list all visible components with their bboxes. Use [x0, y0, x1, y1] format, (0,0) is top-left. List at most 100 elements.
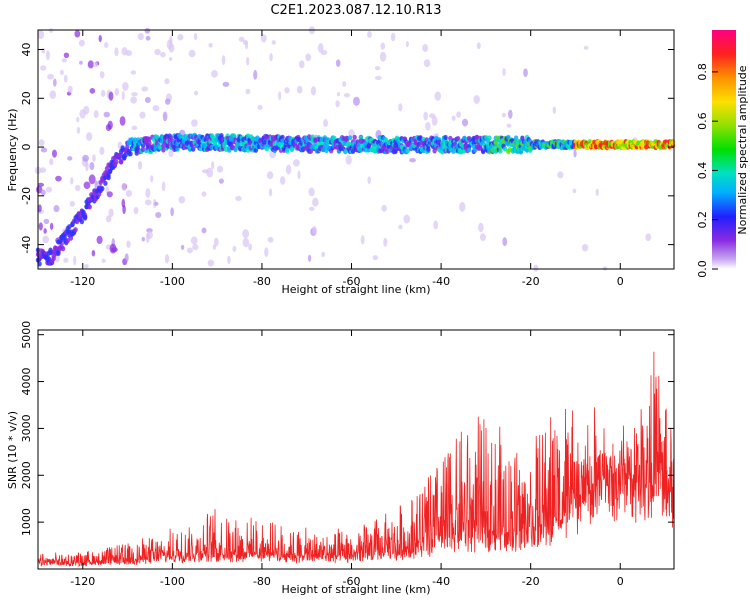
- spectrogram-blob: [347, 135, 353, 141]
- spectrogram-blob: [461, 118, 469, 127]
- spectrogram-blob: [144, 199, 152, 206]
- spectrogram-blob: [372, 255, 379, 261]
- spectrogram-blob: [130, 70, 137, 75]
- spectrogram-blob: [133, 207, 139, 214]
- spectrogram-blob: [583, 45, 589, 50]
- spectrogram-blob: [242, 237, 250, 248]
- spectrogram-blob: [130, 96, 137, 104]
- spectrogram-blob: [268, 188, 273, 197]
- spectrogram-blob: [55, 175, 62, 182]
- spectrogram-blob: [285, 164, 292, 175]
- spectrogram-blob: [409, 157, 416, 163]
- spectrogram-blob: [74, 30, 81, 38]
- colorbar-tick-label: 0.4: [696, 162, 709, 180]
- x-tick-label: 0: [617, 275, 624, 288]
- spectrogram-blob: [49, 222, 54, 230]
- spectrogram-blob: [478, 222, 484, 233]
- spectrogram-blob: [253, 69, 258, 80]
- x-tick-label: -80: [253, 275, 271, 288]
- spectrogram-blob: [164, 78, 170, 85]
- spectrogram-blob: [74, 184, 81, 192]
- spectrogram-blob: [137, 32, 144, 41]
- spectrogram-blob: [37, 30, 45, 39]
- spectrogram-blob: [310, 86, 316, 96]
- y-tick-label: -40: [20, 236, 33, 254]
- spectrogram-blob: [166, 39, 173, 50]
- spectrogram-blob: [257, 105, 263, 110]
- x-tick-label: -20: [522, 275, 540, 288]
- colorbar: 0.0 0.2 0.4 0.6 0.8 Normalized spectral ampl…: [696, 30, 749, 278]
- spectrogram-blob: [145, 35, 151, 41]
- spectrogram-blob: [106, 191, 113, 198]
- spectrogram-blob: [60, 246, 66, 252]
- spectrogram-blob: [38, 139, 45, 147]
- spectrogram-blob: [141, 237, 145, 242]
- colorbar-tick-label: 0.2: [696, 211, 709, 229]
- spectrogram-blob: [42, 235, 49, 244]
- spectrogram-blob: [367, 176, 371, 184]
- spectrogram-blob: [103, 180, 108, 186]
- spectrogram-blobs: [34, 26, 676, 272]
- spectrogram-blob: [49, 158, 54, 166]
- spectrogram-blob: [360, 235, 365, 245]
- spectrogram-blob: [193, 32, 198, 41]
- spectrogram-blob: [124, 253, 129, 263]
- spectrogram-blob: [40, 167, 47, 173]
- spectrogram-blob: [572, 188, 577, 194]
- spectrogram-blob: [159, 51, 166, 58]
- snr-series-line: [37, 351, 675, 568]
- spectrogram-blob: [523, 68, 528, 77]
- spectrogram-blob: [335, 59, 341, 67]
- spectrogram-blob: [244, 41, 249, 50]
- spectrogram-x-label: Height of straight line (km): [281, 283, 430, 296]
- spectrogram-blob: [45, 186, 53, 193]
- spectrogram-blob: [119, 116, 126, 126]
- spectrogram-blob: [168, 149, 174, 158]
- y-tick-label: 1000: [20, 508, 33, 536]
- spectrogram-blob: [49, 28, 53, 33]
- x-tick-label: 0: [617, 575, 624, 588]
- x-tick-label: -120: [70, 275, 95, 288]
- spectrogram-blob: [78, 39, 85, 47]
- spectrogram-blob: [307, 254, 312, 262]
- spectrogram-blob: [56, 250, 61, 256]
- spectrogram-blob: [177, 34, 184, 41]
- spectrogram-blob: [180, 244, 185, 250]
- spectrogram-blob: [271, 40, 276, 45]
- spectrogram-blob: [645, 233, 652, 242]
- spectrogram-blob: [222, 81, 230, 87]
- spectrogram-blob: [211, 161, 215, 170]
- spectrogram-blob: [53, 204, 60, 213]
- spectrogram-blob: [232, 245, 237, 252]
- spectrogram-blob: [466, 147, 472, 153]
- spectrogram-blob: [106, 172, 111, 179]
- spectrogram-blob: [125, 144, 130, 150]
- y-tick-label: 0: [20, 144, 33, 151]
- spectrogram-blob: [390, 32, 396, 42]
- spectrogram-blob: [289, 146, 295, 153]
- spectrogram-blob: [73, 227, 78, 233]
- spectrogram-frame: [37, 29, 675, 270]
- x-tick-label: -100: [160, 575, 185, 588]
- spectrogram-blob: [114, 47, 119, 57]
- spectrogram-blob: [100, 89, 106, 97]
- y-tick-label: 40: [20, 43, 33, 57]
- spectrogram-blob: [280, 134, 285, 140]
- spectrogram-blob: [235, 195, 242, 201]
- spectrogram-blob: [37, 204, 42, 213]
- spectrogram-blob: [231, 133, 237, 139]
- spectrogram-blob: [76, 126, 81, 134]
- spectrogram-blob: [379, 51, 387, 62]
- spectrogram-blob: [216, 165, 224, 173]
- spectrogram-blob: [101, 258, 106, 263]
- spectrogram-blob: [502, 146, 508, 152]
- spectrogram-blob: [266, 171, 274, 180]
- spectrogram-blob: [164, 98, 171, 105]
- spectrogram-blob: [155, 211, 162, 219]
- spectrogram-blob: [246, 56, 250, 66]
- spectrogram-blob: [131, 125, 138, 131]
- spectrogram-blob: [245, 88, 251, 95]
- spectrogram-blob: [501, 112, 506, 118]
- spectrogram-blob: [335, 100, 340, 108]
- spectrogram-blob: [63, 52, 70, 59]
